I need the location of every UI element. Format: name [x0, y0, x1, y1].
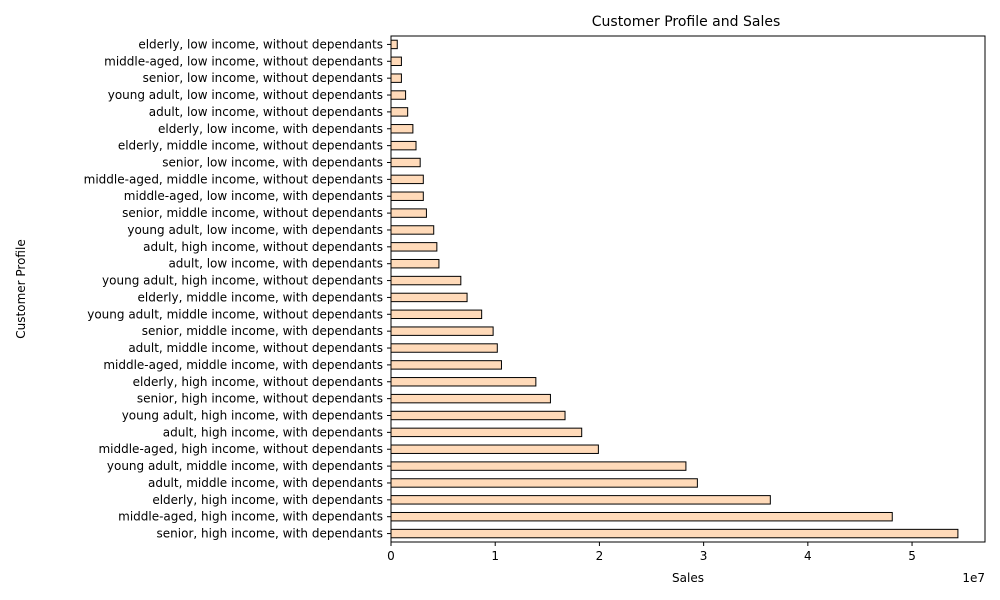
category-label: elderly, middle income, with dependants: [138, 290, 384, 304]
y-axis-label: Customer Profile: [14, 239, 28, 338]
bar: [390, 326, 494, 336]
bar: [390, 157, 421, 168]
bar: [390, 124, 414, 134]
chart-title: Customer Profile and Sales: [592, 14, 781, 30]
category-label: elderly, high income, with dependants: [152, 493, 383, 507]
bar: [390, 107, 409, 117]
bar: [390, 478, 698, 488]
bar: [390, 242, 438, 252]
category-label: adult, middle income, without dependants: [128, 341, 383, 355]
bar: [390, 393, 551, 404]
category-label: young adult, middle income, with dependa…: [107, 459, 383, 473]
plot-area: senior, high income, with dependants midd…: [84, 35, 986, 563]
category-label: adult, high income, with dependants: [163, 425, 383, 439]
category-label: elderly, low income, with dependants: [158, 122, 383, 136]
category-label: elderly, high income, without dependants: [133, 375, 383, 389]
bar: [390, 225, 435, 235]
category-label: senior, middle income, with dependants: [142, 324, 383, 338]
bar: [390, 174, 424, 185]
bar: [390, 528, 959, 539]
bar: [390, 258, 440, 269]
bar: [390, 410, 566, 421]
bar: [390, 511, 893, 522]
category-label: middle-aged, middle income, with dependa…: [103, 358, 383, 372]
bar: [390, 377, 537, 387]
category-label: middle-aged, middle income, without depe…: [84, 172, 383, 186]
category-label: adult, high income, without dependants: [143, 240, 383, 254]
category-label: elderly, middle income, without dependan…: [118, 139, 383, 153]
category-label: young adult, low income, with dependants: [127, 223, 383, 237]
bar: [390, 90, 407, 100]
bar: [390, 461, 687, 471]
bar: [390, 56, 402, 67]
x-scale-label: 1e7: [962, 571, 985, 585]
x-tick-label: 0: [387, 549, 395, 563]
bar: [390, 343, 498, 353]
x-tick-label: 3: [700, 549, 708, 563]
category-label: young adult, middle income, without depe…: [87, 307, 383, 321]
category-label: elderly, low income, without dependants: [138, 37, 383, 51]
category-label: middle-aged, high income, without depend…: [98, 442, 383, 456]
category-label: middle-aged, high income, with dependant…: [118, 510, 383, 524]
category-label: young adult, high income, with dependant…: [122, 409, 383, 423]
category-label: senior, low income, with dependants: [162, 156, 383, 170]
bar: [390, 275, 462, 286]
x-tick-label: 5: [908, 549, 916, 563]
bar: [390, 208, 427, 218]
bar: [390, 73, 402, 83]
bar: [390, 495, 771, 505]
category-label: middle-aged, low income, without dependa…: [104, 54, 383, 68]
bar: [390, 309, 483, 320]
category-label: adult, middle income, with dependants: [148, 476, 383, 490]
category-label: senior, low income, without dependants: [143, 71, 383, 85]
category-label: middle-aged, low income, with dependants: [124, 189, 383, 203]
bar: [390, 427, 583, 438]
category-label: young adult, high income, without depend…: [102, 274, 383, 288]
category-label: young adult, low income, without dependa…: [108, 88, 383, 102]
category-label: adult, low income, without dependants: [149, 105, 383, 119]
category-label: adult, low income, with dependants: [168, 257, 383, 271]
bar: [390, 191, 424, 201]
bar: [390, 39, 398, 50]
category-label: senior, high income, with dependants: [157, 527, 383, 541]
x-tick-label: 1: [491, 549, 499, 563]
category-label: senior, middle income, without dependant…: [122, 206, 383, 220]
category-label: senior, high income, without dependants: [137, 392, 383, 406]
bar: [390, 360, 502, 370]
bar: [390, 444, 599, 454]
bar: [390, 140, 417, 151]
x-axis-label: Sales: [672, 571, 704, 585]
plot-frame: [390, 35, 986, 543]
bar: [390, 292, 468, 303]
x-tick-label: 2: [596, 549, 604, 563]
x-tick-label: 4: [804, 549, 812, 563]
